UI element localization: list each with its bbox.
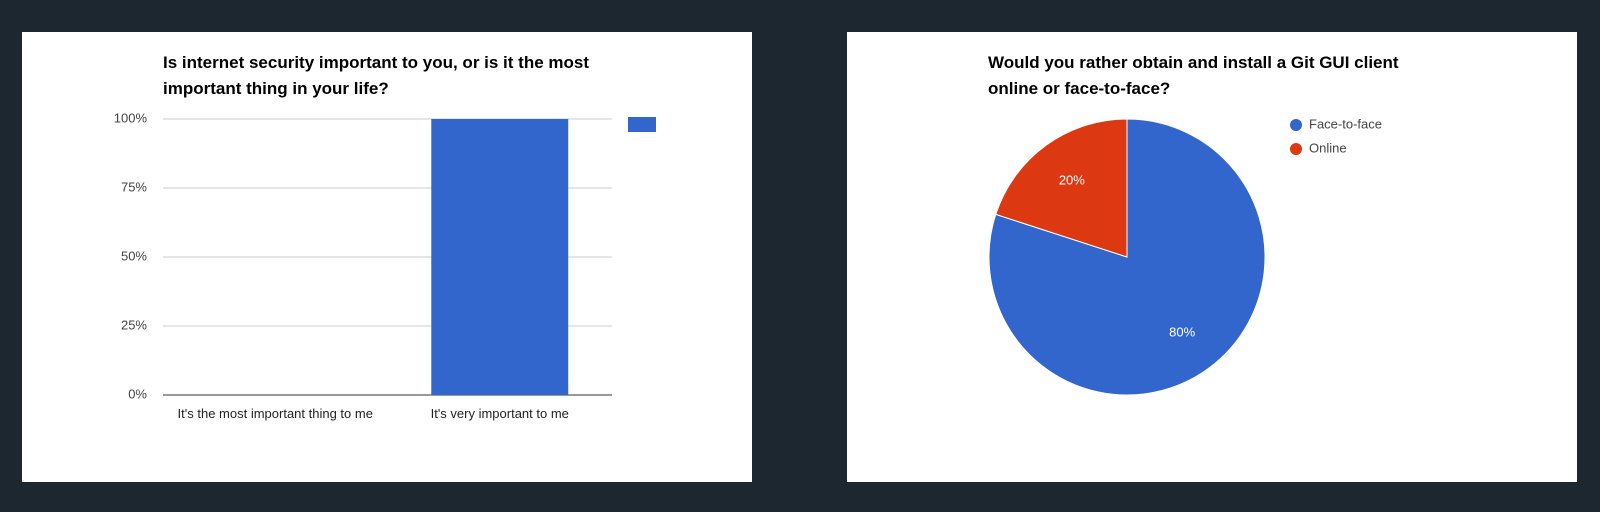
legend-label: Online — [1309, 140, 1347, 155]
y-tick-label: 0% — [128, 386, 147, 401]
y-tick-label: 50% — [121, 248, 147, 263]
y-tick-label: 100% — [114, 110, 148, 125]
chart-title: Is internet security important to you, o… — [163, 53, 590, 98]
x-tick-label: It's the most important thing to me — [177, 406, 373, 421]
y-tick-label: 75% — [121, 179, 147, 194]
legend-swatch — [628, 117, 656, 132]
legend-marker — [1290, 119, 1302, 131]
chart-title: Would you rather obtain and install a Gi… — [988, 53, 1399, 98]
data-label: 80% — [1169, 324, 1195, 339]
legend-label: Face-to-face — [1309, 116, 1382, 131]
legend-marker — [1290, 143, 1302, 155]
bar — [431, 119, 569, 395]
x-tick-label: It's very important to me — [430, 406, 569, 421]
data-label: 20% — [1059, 173, 1085, 188]
pie-slice — [995, 118, 1128, 258]
y-tick-label: 25% — [121, 317, 147, 332]
